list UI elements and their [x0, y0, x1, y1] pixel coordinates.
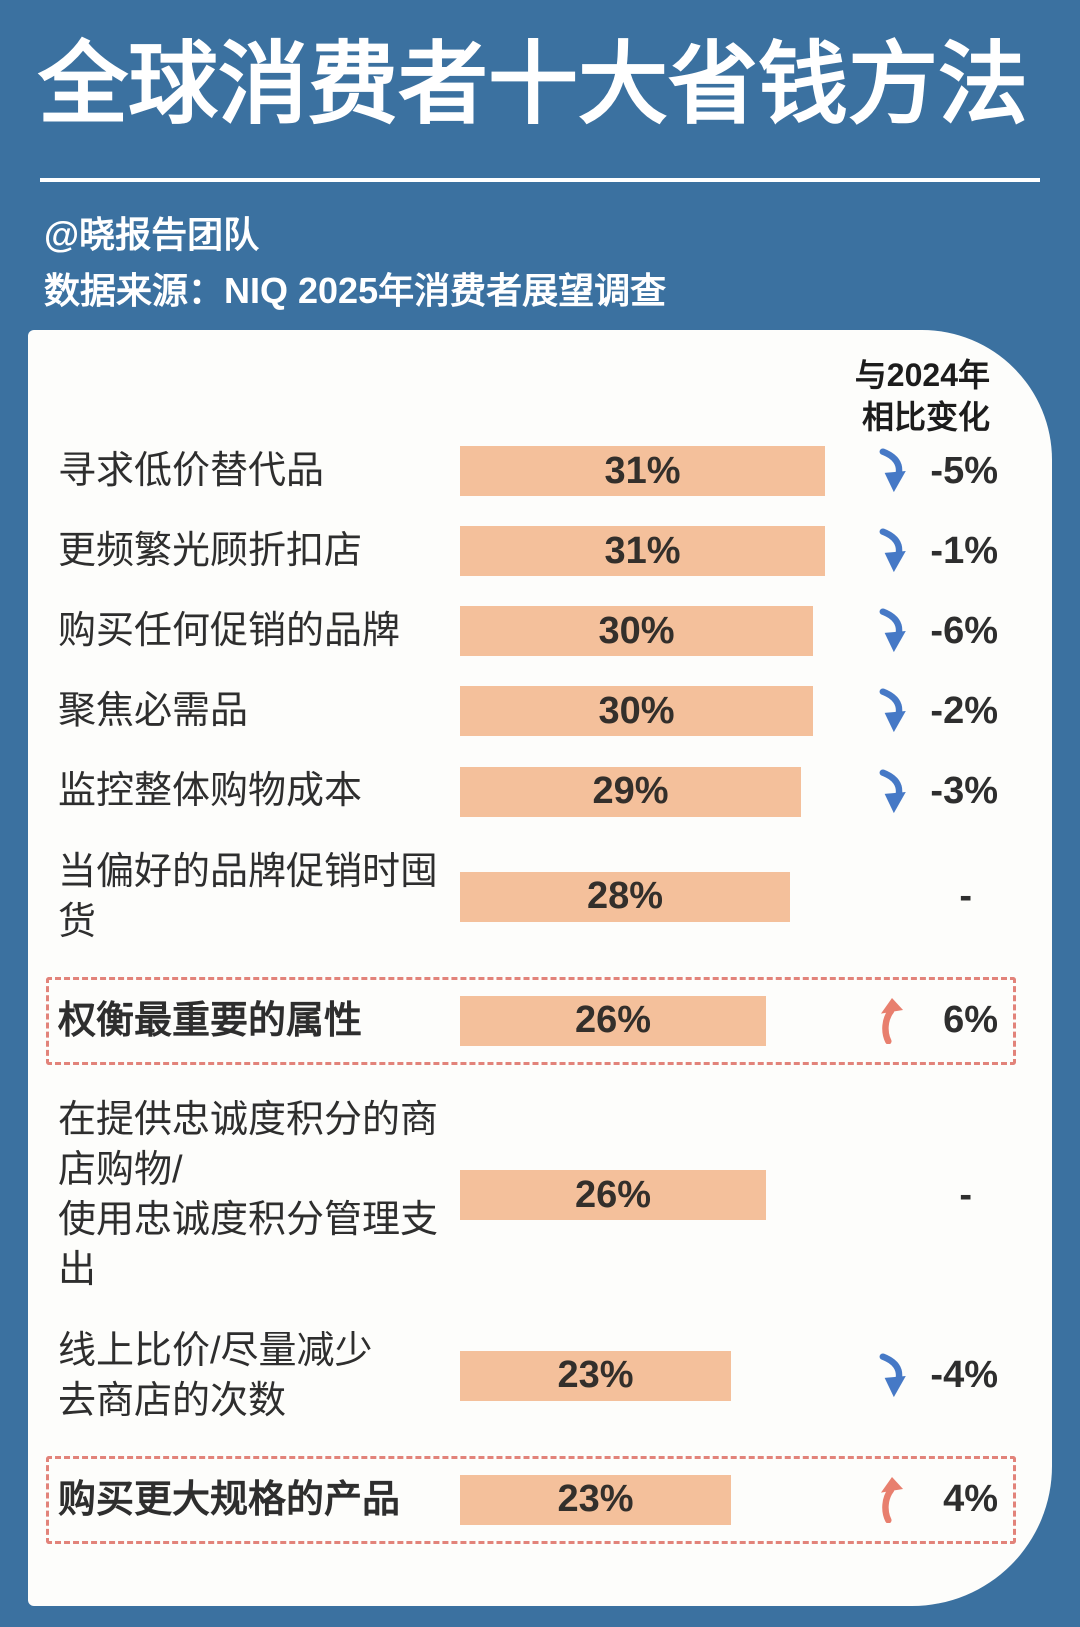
row-label: 线上比价/尽量减少 去商店的次数 — [58, 1329, 373, 1422]
bar: 23% — [460, 1350, 731, 1401]
chart-row: 聚焦必需品 30% -2% — [28, 686, 1052, 737]
bar: 28% — [460, 871, 790, 922]
change-indicator: -4% — [832, 1353, 998, 1399]
arrow-down-icon — [879, 608, 906, 653]
chart-row: 当偏好的品牌促销时囤货 28% - — [28, 847, 1052, 947]
change-indicator: -1% — [832, 528, 998, 574]
bar: 29% — [460, 766, 801, 817]
page-title: 全球消费者十大省钱方法 — [38, 35, 1028, 135]
arrow-up-icon — [880, 997, 904, 1044]
change-value: -3% — [930, 770, 998, 813]
bar: 26% — [460, 1170, 766, 1221]
change-value: 4% — [943, 1478, 998, 1521]
change-indicator: -5% — [832, 448, 998, 494]
byline: @晓报告团队 — [44, 214, 260, 255]
chart-row: 购买更大规格的产品 23% 4% — [46, 1455, 1016, 1544]
bar-track: 30% — [460, 606, 832, 657]
bar-track: 31% — [460, 526, 832, 577]
bar-value-label: 30% — [598, 689, 675, 732]
bar: 31% — [460, 526, 825, 577]
chart-row: 更频繁光顾折扣店 31% -1% — [28, 526, 1052, 577]
bar: 26% — [460, 995, 766, 1046]
row-label: 监控整体购物成本 — [58, 770, 363, 813]
arrow-down-icon — [879, 768, 906, 813]
bar: 31% — [460, 446, 825, 497]
change-indicator: -2% — [832, 688, 998, 734]
bar: 23% — [460, 1474, 731, 1525]
change-value: -1% — [930, 529, 998, 572]
bar: 30% — [460, 686, 813, 737]
arrow-down-icon — [879, 1353, 906, 1397]
chart-row: 在提供忠诚度积分的商店购物/ 使用忠诚度积分管理支出 26% - — [28, 1095, 1052, 1296]
chart-row: 购买任何促销的品牌 30% -6% — [28, 606, 1052, 657]
change-value: -6% — [930, 609, 998, 652]
bar-track: 29% — [460, 766, 832, 817]
change-value: -2% — [930, 689, 998, 732]
change-indicator: - — [832, 875, 998, 918]
change-value: - — [959, 875, 972, 918]
bar-track: 31% — [460, 446, 832, 497]
bar-value-label: 30% — [598, 609, 675, 652]
change-indicator: - — [832, 1174, 998, 1217]
row-label: 寻求低价替代品 — [58, 450, 325, 492]
chart-row: 权衡最重要的属性 26% 6% — [46, 976, 1016, 1065]
change-indicator: 6% — [832, 997, 998, 1044]
bar-value-label: 26% — [574, 1173, 652, 1216]
arrow-down-icon — [879, 688, 906, 733]
row-label: 购买任何促销的品牌 — [58, 610, 401, 653]
arrow-down-icon — [879, 448, 906, 493]
change-indicator: -6% — [832, 608, 998, 654]
bar-track: 23% — [460, 1350, 832, 1401]
bar-value-label: 31% — [604, 449, 681, 492]
bar-track: 30% — [460, 686, 832, 737]
bar-chart: 寻求低价替代品 31% -5% 更频繁光顾折扣店 31% — [28, 432, 1052, 1544]
chart-card: 与2024年 相比变化 寻求低价替代品 31% -5% 更频繁光顾折扣店 31% — [28, 330, 1052, 1606]
change-value: -5% — [930, 449, 998, 492]
change-value: - — [959, 1173, 972, 1216]
change-value: 6% — [943, 999, 998, 1042]
change-indicator: -3% — [832, 768, 998, 815]
change-header-line2: 相比变化 — [861, 399, 990, 435]
row-label: 更频繁光顾折扣店 — [58, 530, 363, 573]
bar-value-label: 23% — [557, 1354, 634, 1397]
bar: 30% — [460, 606, 813, 657]
bar-value-label: 31% — [604, 529, 681, 572]
bar-track: 23% — [460, 1474, 832, 1525]
chart-row: 线上比价/尽量减少 去商店的次数 23% -4% — [28, 1326, 1052, 1426]
bar-track: 26% — [460, 1170, 832, 1221]
row-label: 聚焦必需品 — [58, 690, 249, 733]
change-indicator: 4% — [832, 1476, 998, 1523]
bar-track: 28% — [460, 871, 832, 922]
bar-value-label: 29% — [592, 770, 669, 813]
row-label: 当偏好的品牌促销时囤货 — [58, 850, 439, 943]
chart-row: 监控整体购物成本 29% -3% — [28, 766, 1052, 817]
row-label: 在提供忠诚度积分的商店购物/ 使用忠诚度积分管理支出 — [58, 1098, 439, 1292]
bar-track: 26% — [460, 995, 832, 1046]
change-column-header: 与2024年 相比变化 — [855, 354, 990, 438]
data-source: 数据来源：NIQ 2025年消费者展望调查 — [44, 270, 667, 311]
chart-row: 寻求低价替代品 31% -5% — [28, 446, 1052, 497]
bar-value-label: 23% — [557, 1478, 634, 1521]
change-value: -4% — [930, 1354, 998, 1397]
bar-value-label: 28% — [586, 875, 664, 918]
title-divider — [40, 178, 1040, 182]
arrow-up-icon — [880, 1476, 904, 1523]
change-header-line1: 与2024年 — [854, 357, 990, 393]
arrow-down-icon — [879, 528, 906, 573]
row-label: 权衡最重要的属性 — [58, 999, 363, 1042]
row-label: 购买更大规格的产品 — [58, 1478, 401, 1521]
bar-value-label: 26% — [574, 999, 652, 1042]
